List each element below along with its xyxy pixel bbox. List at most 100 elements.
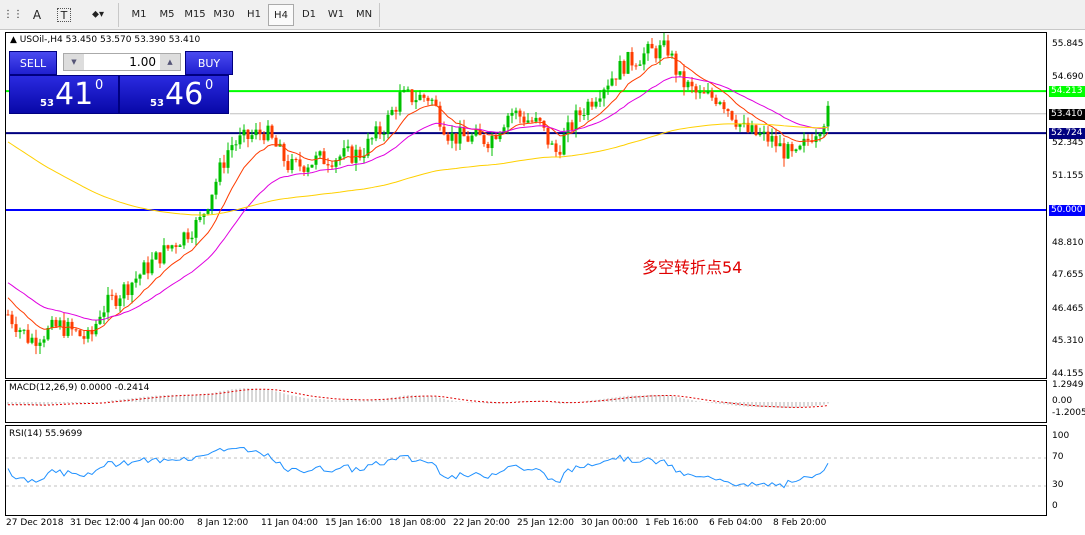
bullish-candle [94,323,98,335]
macd-panel[interactable] [5,380,1047,423]
bullish-candle [778,143,782,147]
bullish-candle [798,145,802,150]
time-axis-label: 15 Jan 16:00 [325,518,382,528]
bearish-candle [726,109,730,112]
buy-button[interactable]: BUY [185,51,233,75]
timeframe-m15[interactable]: M15 [184,9,206,20]
bullish-candle [762,131,766,134]
bearish-candle [70,321,74,330]
bullish-candle [718,102,722,105]
bullish-candle [686,81,690,88]
macd-title: MACD(12,26,9) 0.0000 -0.2414 [9,383,150,393]
bullish-candle [662,40,666,46]
bearish-candle [694,86,698,93]
bullish-candle [182,232,186,246]
bullish-candle [602,89,606,99]
bullish-candle [638,64,642,66]
bearish-candle [454,133,458,144]
bearish-candle [422,94,426,98]
volume-input[interactable]: ▼ 1.00 ▲ [63,53,181,71]
bullish-candle [178,245,182,247]
bullish-candle [506,115,510,128]
rsi-axis-label: 100 [1052,431,1070,441]
bullish-candle [366,138,370,156]
rsi-axis-label: 0 [1052,501,1058,511]
bearish-candle [622,61,626,74]
bearish-candle [262,134,266,141]
bullish-candle [826,105,830,127]
buy-price-main: 46 [165,77,204,112]
grid-icon[interactable]: ⋮⋮ [3,9,23,20]
bearish-candle [54,319,58,327]
price-axis-label: 47.655 [1052,270,1084,281]
bullish-candle [318,151,322,156]
timeframe-h1[interactable]: H1 [247,9,261,20]
volume-value[interactable]: 1.00 [129,55,156,69]
bearish-candle [722,102,726,110]
bullish-candle [86,329,90,339]
bullish-candle [818,133,822,137]
bullish-candle [266,125,270,141]
bearish-candle [542,120,546,128]
price-axis-label: 45.310 [1052,336,1084,347]
bullish-candle [658,45,662,59]
bullish-candle [582,115,586,117]
sell-button[interactable]: SELL [9,51,57,75]
volume-decrease-icon[interactable]: ▼ [64,54,84,70]
bearish-candle [146,262,150,274]
rsi-panel[interactable] [5,425,1047,516]
bullish-candle [226,150,230,168]
bearish-candle [114,295,118,306]
time-axis-label: 25 Jan 12:00 [517,518,574,528]
bearish-candle [394,109,398,112]
bullish-candle [758,133,762,136]
sell-price-box[interactable]: 53 41 0 [9,75,119,114]
time-axis-label: 4 Jan 00:00 [133,518,185,528]
timeframe-m1[interactable]: M1 [131,9,147,20]
bullish-candle [550,143,554,145]
bullish-candle [38,342,42,346]
bullish-candle [42,339,46,343]
bullish-candle [122,284,126,299]
bearish-candle [466,136,470,142]
time-axis-label: 31 Dec 12:00 [70,518,131,528]
timeframe-mn[interactable]: MN [355,9,373,20]
main-chart[interactable] [5,32,1047,379]
bullish-candle [154,252,158,260]
timeframe-h4[interactable]: H4 [268,4,294,26]
bullish-candle [194,219,198,238]
bearish-candle [322,151,326,165]
bearish-candle [546,127,550,145]
bullish-candle [562,134,566,155]
rsi-axis-label: 30 [1052,480,1064,490]
timeframe-w1[interactable]: W1 [327,9,345,20]
macd-axis-label: 1.2949 [1052,380,1084,390]
bullish-candle [30,337,34,343]
bullish-candle [162,245,166,264]
bearish-candle [674,53,678,75]
annotation-text: 多空转折点54 [642,258,743,277]
time-axis-label: 8 Jan 12:00 [197,518,249,528]
text-a-icon[interactable]: A [32,8,42,22]
bearish-candle [90,329,94,335]
buy-price-box[interactable]: 53 46 0 [119,75,229,114]
bullish-candle [398,92,402,112]
bullish-candle [314,155,318,165]
bullish-candle [202,213,206,218]
timeframe-m30[interactable]: M30 [213,9,235,20]
bearish-candle [650,43,654,49]
bullish-candle [738,123,742,127]
bearish-candle [10,314,14,325]
bullish-candle [646,43,650,54]
arrows-dropdown-icon[interactable]: ⬥▾ [91,9,105,20]
text-label-icon[interactable]: T [57,8,71,22]
timeframe-d1[interactable]: D1 [301,9,317,20]
volume-increase-icon[interactable]: ▲ [160,54,180,70]
bullish-candle [142,262,146,275]
timeframe-m5[interactable]: M5 [159,9,175,20]
bullish-candle [526,120,530,123]
time-axis-label: 8 Feb 20:00 [773,518,827,528]
level-price-tag: 54.213 [1049,86,1085,98]
bearish-candle [270,125,274,138]
